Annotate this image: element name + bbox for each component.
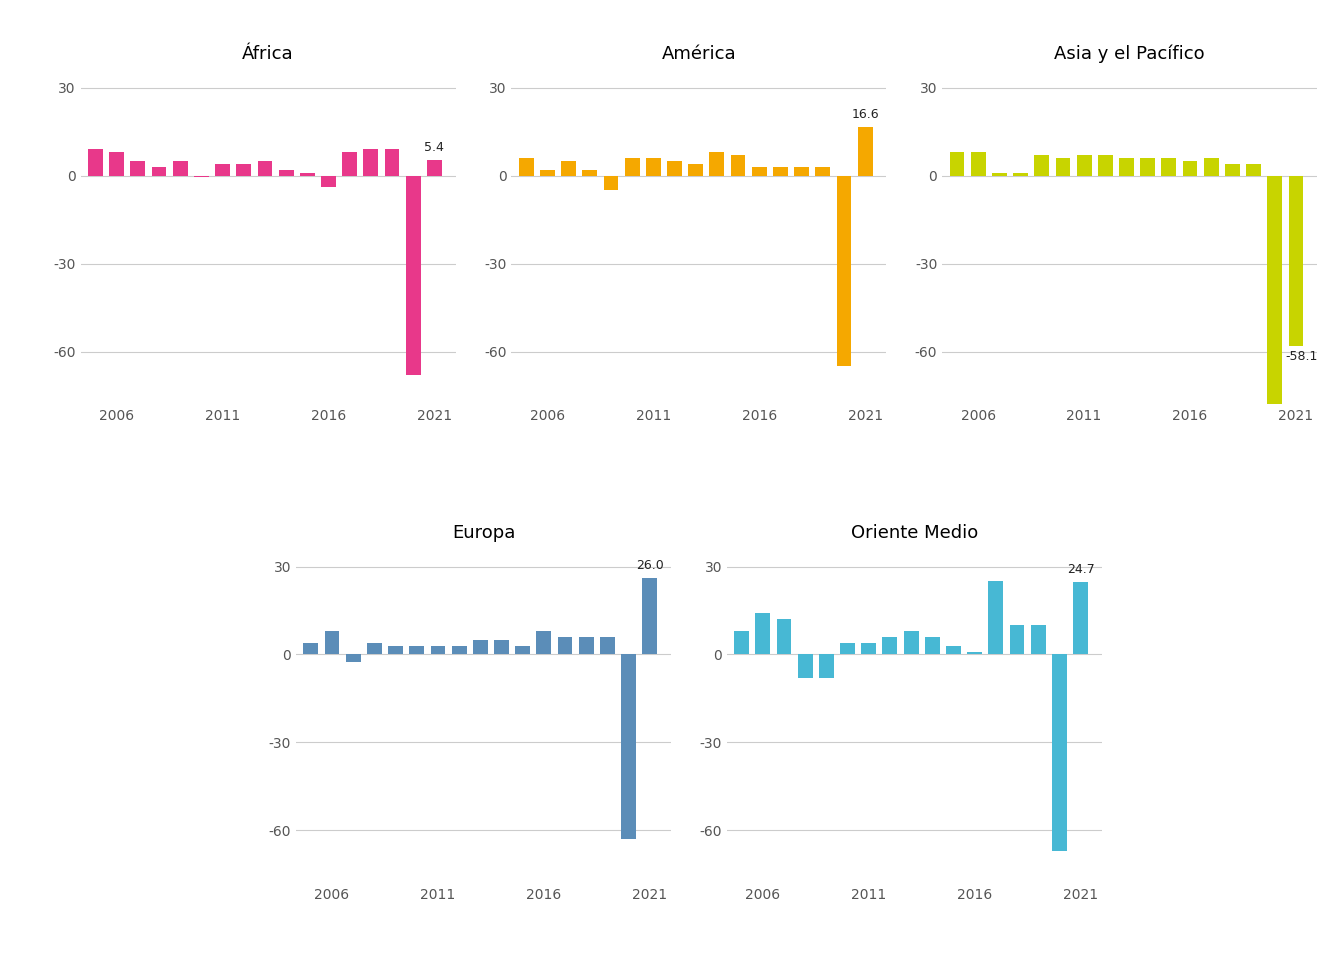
Bar [430, 646, 445, 655]
Bar [345, 655, 360, 661]
Bar [751, 167, 766, 176]
Bar [840, 643, 855, 655]
Bar [1246, 164, 1261, 176]
Text: 16.6: 16.6 [851, 108, 879, 121]
Bar [710, 153, 724, 176]
Bar [883, 636, 898, 655]
Bar [304, 643, 319, 655]
Text: -58.1: -58.1 [1285, 350, 1317, 364]
Title: América: América [661, 45, 737, 62]
Bar [903, 631, 918, 655]
Bar [1098, 156, 1113, 176]
Bar [625, 158, 640, 176]
Bar [473, 639, 488, 655]
Title: Asia y el Pacífico: Asia y el Pacífico [1054, 44, 1206, 62]
Bar [579, 636, 594, 655]
Bar [773, 167, 788, 176]
Bar [388, 646, 403, 655]
Title: Europa: Europa [452, 523, 515, 541]
Bar [410, 646, 425, 655]
Bar [599, 636, 614, 655]
Bar [1031, 625, 1046, 655]
Bar [194, 176, 208, 178]
Bar [970, 153, 985, 176]
Bar [862, 643, 876, 655]
Bar [646, 158, 661, 176]
Bar [688, 164, 703, 176]
Bar [215, 164, 230, 176]
Bar [1035, 156, 1050, 176]
Bar [89, 150, 103, 176]
Bar [1077, 156, 1091, 176]
Bar [321, 176, 336, 187]
Bar [1120, 158, 1134, 176]
Bar [1161, 158, 1176, 176]
Bar [558, 636, 573, 655]
Bar [130, 161, 145, 176]
Bar [562, 161, 577, 176]
Bar [1267, 176, 1282, 420]
Bar [992, 173, 1007, 176]
Bar [384, 150, 399, 176]
Bar [818, 655, 833, 678]
Bar [667, 161, 681, 176]
Bar [755, 613, 770, 655]
Bar [1013, 173, 1028, 176]
Bar [946, 646, 961, 655]
Text: 5.4: 5.4 [425, 141, 445, 154]
Bar [968, 652, 982, 655]
Bar [988, 581, 1003, 655]
Bar [325, 631, 340, 655]
Bar [452, 646, 466, 655]
Bar [836, 176, 851, 367]
Bar [731, 156, 746, 176]
Bar [621, 655, 636, 839]
Bar [1183, 161, 1198, 176]
Bar [925, 636, 939, 655]
Text: 24.7: 24.7 [1067, 564, 1094, 576]
Bar [343, 153, 358, 176]
Bar [363, 150, 378, 176]
Bar [1009, 625, 1024, 655]
Bar [734, 631, 749, 655]
Text: 26.0: 26.0 [636, 560, 664, 572]
Bar [536, 631, 551, 655]
Bar [777, 619, 792, 655]
Bar [1204, 158, 1219, 176]
Bar [1224, 164, 1239, 176]
Title: Oriente Medio: Oriente Medio [851, 523, 978, 541]
Bar [794, 167, 809, 176]
Bar [1055, 158, 1070, 176]
Bar [300, 173, 314, 176]
Bar [519, 158, 534, 176]
Bar [798, 655, 813, 678]
Bar [603, 176, 618, 190]
Bar [515, 646, 530, 655]
Bar [495, 639, 509, 655]
Bar [816, 167, 831, 176]
Bar [642, 578, 657, 655]
Bar [258, 161, 273, 176]
Title: África: África [242, 45, 294, 62]
Bar [1073, 582, 1087, 655]
Bar [1052, 655, 1067, 851]
Bar [857, 127, 872, 176]
Bar [109, 153, 124, 176]
Bar [582, 170, 597, 176]
Bar [367, 643, 382, 655]
Bar [1140, 158, 1154, 176]
Bar [427, 160, 442, 176]
Bar [540, 170, 555, 176]
Bar [152, 167, 167, 176]
Bar [237, 164, 251, 176]
Bar [1289, 176, 1304, 346]
Bar [406, 176, 421, 375]
Bar [278, 170, 293, 176]
Bar [173, 161, 188, 176]
Bar [950, 153, 965, 176]
